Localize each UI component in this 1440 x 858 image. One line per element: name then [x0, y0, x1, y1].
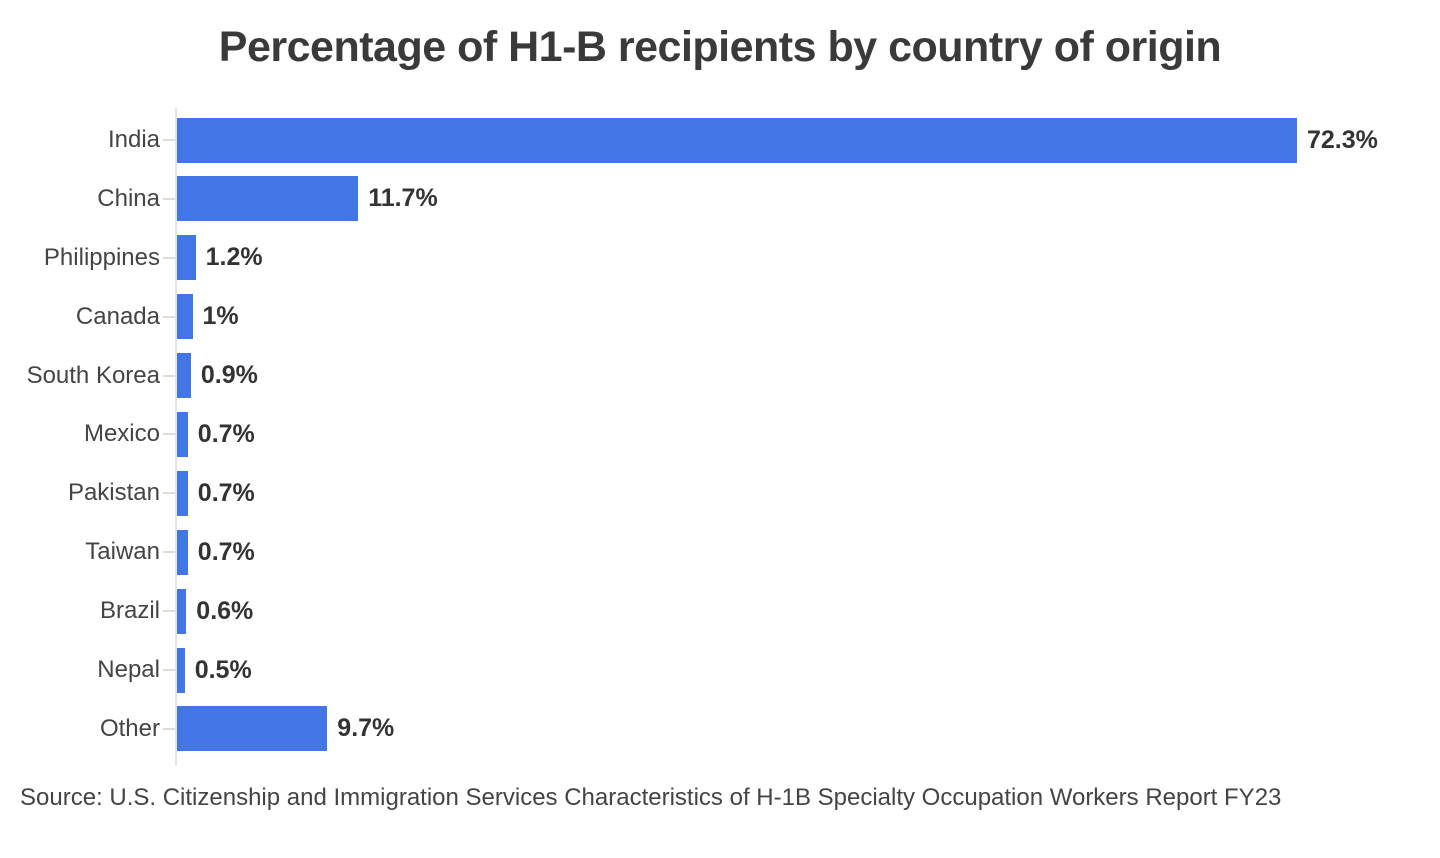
value-label: 1.2%: [205, 243, 263, 272]
category-label: Pakistan: [67, 479, 160, 507]
bar-chart: India 72.3% China 11.7% Philippines 1.2% Canad…: [0, 107, 1440, 767]
category-label: Canada: [75, 302, 160, 330]
bar-row: Nepal 0.5%: [0, 641, 1440, 700]
category-label: Other: [99, 714, 160, 742]
bar-track: 0.5%: [177, 641, 1440, 700]
bar: [177, 706, 328, 752]
axis-tick: [160, 433, 177, 436]
bar: [177, 353, 191, 399]
bar-row: Brazil 0.6%: [0, 582, 1440, 641]
bar-row: Canada 1%: [0, 287, 1440, 346]
bar-track: 0.9%: [177, 346, 1440, 405]
tick-mark: [163, 315, 175, 318]
category-label: Brazil: [99, 597, 160, 625]
axis-tick: [160, 197, 177, 200]
bar: [177, 294, 193, 340]
value-label: 0.5%: [194, 655, 252, 684]
bar: [177, 588, 187, 634]
tick-mark: [163, 727, 175, 730]
bar-row: Philippines 1.2%: [0, 228, 1440, 287]
tick-mark: [163, 197, 175, 200]
value-label: 0.9%: [200, 361, 258, 390]
value-label: 9.7%: [337, 714, 395, 743]
tick-mark: [163, 492, 175, 495]
chart-title: Percentage of H1-B recipients by country…: [218, 23, 1222, 71]
value-label: 72.3%: [1307, 125, 1378, 154]
bar-track: 0.6%: [177, 582, 1440, 641]
tick-mark: [163, 551, 175, 554]
bar: [177, 235, 196, 281]
y-axis-line: [175, 107, 177, 767]
bar-row: Other 9.7%: [0, 700, 1440, 759]
bar-row: Pakistan 0.7%: [0, 464, 1440, 523]
bar-track: 0.7%: [177, 405, 1440, 464]
category-label: Mexico: [83, 420, 160, 448]
category-label: Philippines: [43, 243, 160, 271]
source-note: Source: U.S. Citizenship and Immigration…: [20, 784, 1282, 812]
bar-row: South Korea 0.9%: [0, 346, 1440, 405]
bar: [177, 117, 1297, 163]
axis-tick: [160, 256, 177, 259]
bar: [177, 176, 359, 222]
bar: [177, 411, 188, 457]
tick-mark: [163, 433, 175, 436]
value-label: 11.7%: [368, 184, 438, 213]
axis-tick: [160, 492, 177, 495]
category-label: Nepal: [97, 656, 160, 684]
category-label: South Korea: [26, 361, 160, 389]
value-label: 0.6%: [196, 596, 254, 625]
tick-mark: [163, 139, 175, 142]
bar-row: China 11.7%: [0, 169, 1440, 228]
bar-row: Taiwan 0.7%: [0, 523, 1440, 582]
category-label: Taiwan: [85, 538, 160, 566]
bar-track: 72.3%: [177, 111, 1440, 170]
bar-track: 1%: [177, 287, 1440, 346]
value-label: 0.7%: [197, 478, 255, 507]
value-label: 0.7%: [197, 537, 255, 566]
value-label: 0.7%: [197, 419, 255, 448]
axis-tick: [160, 315, 177, 318]
axis-tick: [160, 727, 177, 730]
bar: [177, 470, 188, 516]
bar-track: 0.7%: [177, 523, 1440, 582]
bar-row: Mexico 0.7%: [0, 405, 1440, 464]
value-label: 1%: [202, 302, 239, 331]
bar-track: 9.7%: [177, 700, 1440, 759]
bar-row: India 72.3%: [0, 111, 1440, 170]
tick-mark: [163, 610, 175, 613]
axis-tick: [160, 610, 177, 613]
axis-tick: [160, 139, 177, 142]
tick-mark: [163, 256, 175, 259]
axis-tick: [160, 551, 177, 554]
category-label: China: [97, 184, 160, 212]
bar: [177, 647, 185, 693]
bar-track: 0.7%: [177, 464, 1440, 523]
tick-mark: [163, 374, 175, 377]
axis-tick: [160, 374, 177, 377]
category-label: India: [107, 126, 160, 154]
axis-tick: [160, 669, 177, 672]
bar: [177, 529, 188, 575]
tick-mark: [163, 669, 175, 672]
bar-rows-container: India 72.3% China 11.7% Philippines 1.2% Canad…: [0, 111, 1440, 759]
bar-track: 1.2%: [177, 228, 1440, 287]
bar-track: 11.7%: [177, 169, 1440, 228]
